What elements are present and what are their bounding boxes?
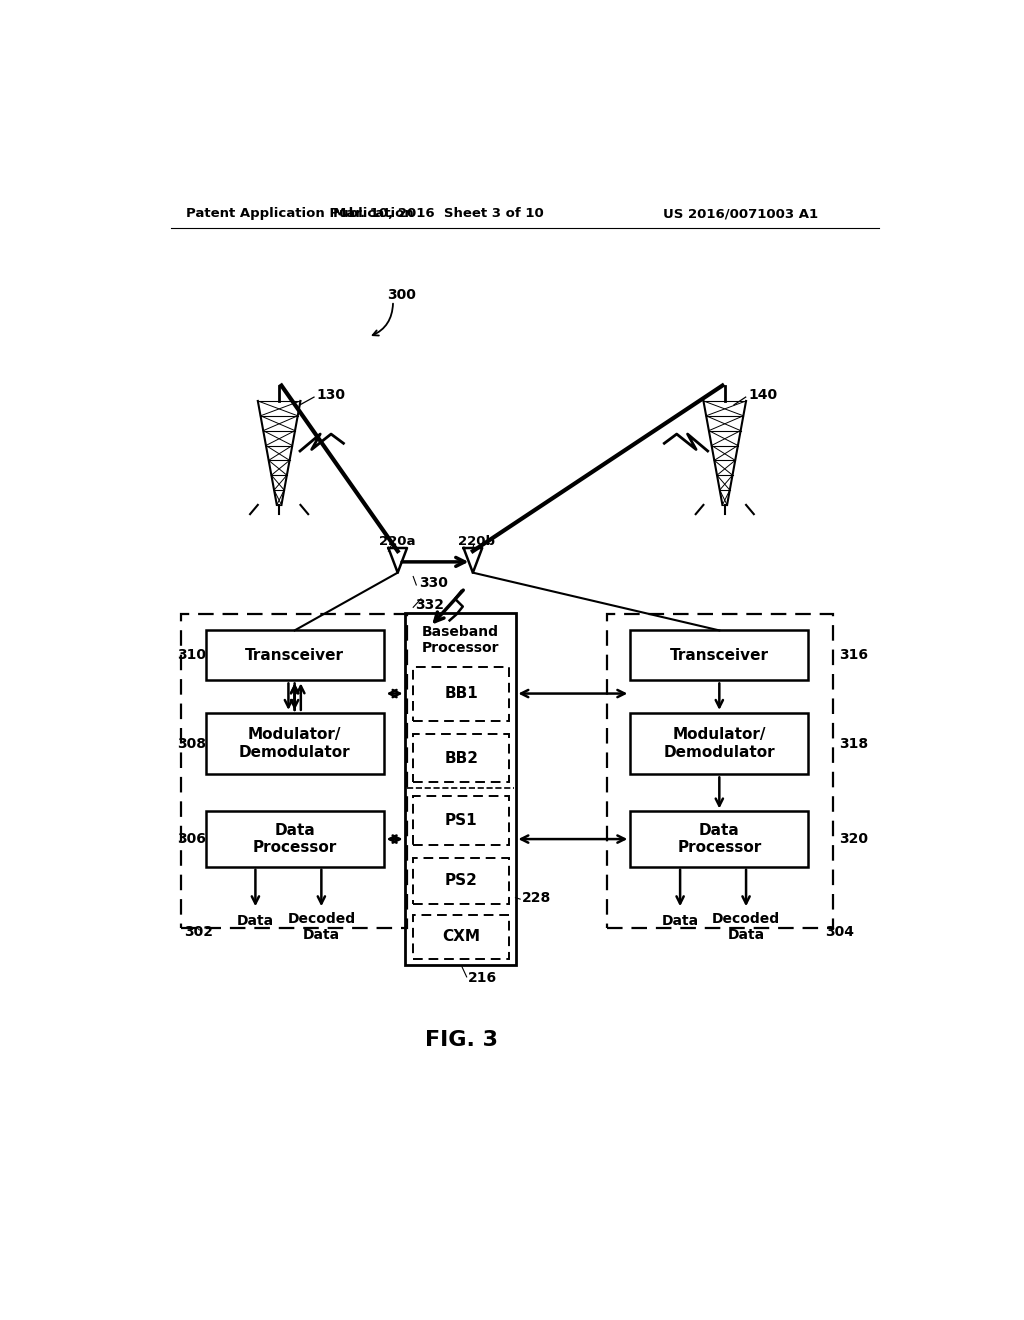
Text: 304: 304 — [825, 925, 854, 940]
Text: Data
Processor: Data Processor — [677, 822, 762, 855]
Text: US 2016/0071003 A1: US 2016/0071003 A1 — [663, 207, 818, 220]
Text: 318: 318 — [840, 737, 868, 751]
Text: BB1: BB1 — [444, 686, 478, 701]
Text: 228: 228 — [521, 891, 551, 904]
Text: 330: 330 — [419, 577, 447, 590]
Text: Modulator/
Demodulator: Modulator/ Demodulator — [664, 727, 775, 760]
Text: Decoded
Data: Decoded Data — [712, 912, 780, 942]
Text: 300: 300 — [388, 289, 417, 302]
Text: 308: 308 — [177, 737, 206, 751]
Text: 220b: 220b — [459, 536, 496, 548]
Text: 316: 316 — [840, 648, 868, 663]
Text: 130: 130 — [316, 388, 345, 401]
Text: 220a: 220a — [380, 536, 416, 548]
Text: Modulator/
Demodulator: Modulator/ Demodulator — [239, 727, 350, 760]
Text: 310: 310 — [177, 648, 206, 663]
Text: Mar. 10, 2016  Sheet 3 of 10: Mar. 10, 2016 Sheet 3 of 10 — [333, 207, 544, 220]
Text: 306: 306 — [177, 832, 206, 846]
Text: Data: Data — [237, 913, 274, 928]
Text: CXM: CXM — [442, 929, 480, 944]
Text: 302: 302 — [183, 925, 213, 940]
Text: Decoded
Data: Decoded Data — [288, 912, 355, 942]
Text: Transceiver: Transceiver — [670, 648, 769, 663]
Text: 320: 320 — [840, 832, 868, 846]
Text: Baseband
Processor: Baseband Processor — [422, 624, 500, 655]
Text: FIG. 3: FIG. 3 — [425, 1030, 498, 1049]
Text: Patent Application Publication: Patent Application Publication — [186, 207, 414, 220]
Text: 332: 332 — [415, 598, 443, 612]
Text: BB2: BB2 — [444, 751, 478, 766]
Text: PS1: PS1 — [445, 813, 477, 828]
Text: Data
Processor: Data Processor — [253, 822, 337, 855]
Text: Transceiver: Transceiver — [245, 648, 344, 663]
Text: 216: 216 — [468, 972, 498, 986]
Text: 140: 140 — [748, 388, 777, 401]
Text: Data: Data — [662, 913, 698, 928]
Text: PS2: PS2 — [444, 873, 477, 888]
